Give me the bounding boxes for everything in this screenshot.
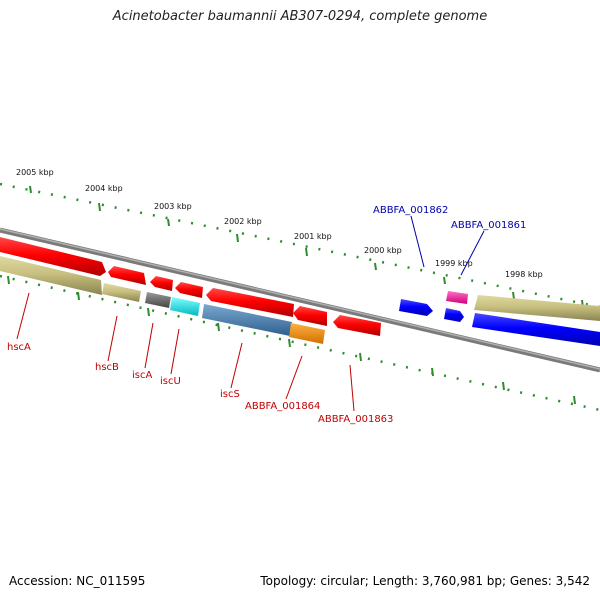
tick-label: 2003 kbp xyxy=(154,202,192,211)
tick-label: 2000 kbp xyxy=(364,246,402,255)
gene-block[interactable] xyxy=(170,297,200,316)
gene-arrow[interactable] xyxy=(0,237,106,276)
gene-label-hscB[interactable]: hscB xyxy=(95,362,119,373)
gene-block[interactable] xyxy=(472,313,600,346)
gene-label-ABBFA_001862[interactable]: ABBFA_001862 xyxy=(373,205,448,216)
forward-strand-features xyxy=(399,291,600,346)
genome-backbone xyxy=(0,227,600,373)
gene-block[interactable] xyxy=(0,256,102,295)
gene-block[interactable] xyxy=(289,323,325,344)
gene-label-iscA[interactable]: iscA xyxy=(132,370,152,381)
map-title: Acinetobacter baumannii AB307-0294, comp… xyxy=(112,9,488,24)
gene-label-iscS[interactable]: iscS xyxy=(220,389,240,400)
tick-label: 2004 kbp xyxy=(85,184,123,193)
tick-label: 1998 kbp xyxy=(505,270,543,279)
tick-label: 2005 kbp xyxy=(16,168,54,177)
tick-label: 1999 kbp xyxy=(435,259,473,268)
tick-ruler-inner xyxy=(0,274,600,412)
gene-block[interactable] xyxy=(474,295,600,321)
reverse-strand-features xyxy=(0,237,381,344)
gene-arrow[interactable] xyxy=(150,276,173,291)
major-ticks-inner xyxy=(7,275,576,405)
gene-label-hscA[interactable]: hscA xyxy=(7,342,31,353)
gene-block[interactable] xyxy=(102,283,141,302)
gene-arrow[interactable] xyxy=(108,266,146,285)
accession-label: Accession: NC_011595 xyxy=(9,574,146,588)
gene-block[interactable] xyxy=(145,292,171,308)
gene-label-ABBFA_001864[interactable]: ABBFA_001864 xyxy=(245,401,320,412)
gene-arrow[interactable] xyxy=(399,299,433,316)
gene-arrow[interactable] xyxy=(333,315,381,336)
gene-arrow[interactable] xyxy=(175,282,203,298)
tick-label: 2002 kbp xyxy=(224,217,262,226)
gene-arrow[interactable] xyxy=(293,306,327,326)
gene-arrow[interactable] xyxy=(206,288,294,317)
label-leaders xyxy=(16,215,485,412)
gene-label-iscU[interactable]: iscU xyxy=(160,376,181,387)
gene-label-ABBFA_001863[interactable]: ABBFA_001863 xyxy=(318,414,393,425)
gene-block[interactable] xyxy=(202,304,292,336)
gene-arrow[interactable] xyxy=(446,291,468,304)
genome-summary: Topology: circular; Length: 3,760,981 bp… xyxy=(260,574,590,588)
tick-label: 2001 kbp xyxy=(294,232,332,241)
gene-block[interactable] xyxy=(444,308,464,322)
gene-label-ABBFA_001861[interactable]: ABBFA_001861 xyxy=(451,220,526,231)
